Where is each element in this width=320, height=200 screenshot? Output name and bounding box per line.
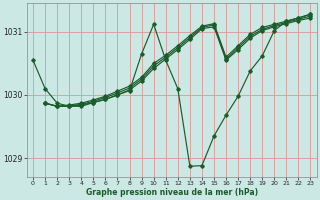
- X-axis label: Graphe pression niveau de la mer (hPa): Graphe pression niveau de la mer (hPa): [86, 188, 258, 197]
